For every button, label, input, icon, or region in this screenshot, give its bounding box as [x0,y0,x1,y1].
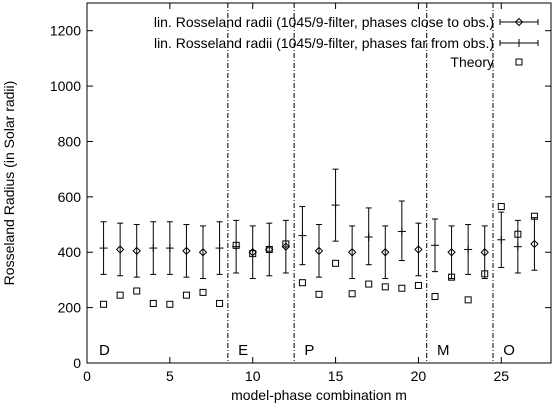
errorbar-series-1 [415,222,422,277]
y-axis-label: Rosseland Radius (in Solar radii) [1,81,17,286]
data-point-series-3 [282,240,290,248]
legend-entry-label: lin. Rosseland radii (1045/9-filter, pha… [154,14,494,30]
data-point-series-3 [464,296,472,304]
group-label: P [304,342,314,359]
legend-marker [514,17,524,27]
data-point-series-1 [198,248,208,257]
errorbar-series-1 [249,225,256,280]
errorbar-series-1 [117,222,124,277]
data-point-series-1 [381,248,390,257]
data-point-series-2 [431,241,439,250]
data-point-series-2 [149,244,158,253]
group-label: D [99,342,110,359]
y-tick-label: 1200 [50,23,81,39]
group-label: E [238,342,248,359]
data-point-series-3 [116,291,124,299]
errorbar-series-1 [531,217,538,271]
y-tick-label: 200 [58,300,82,316]
data-point-series-3 [149,299,157,307]
y-tick-label: 800 [58,133,82,149]
data-point-series-3 [348,290,356,298]
point-layer [99,201,539,308]
data-point-series-3 [216,299,224,307]
errorbar-series-1 [200,225,206,280]
y-tick-label: 600 [58,189,82,205]
legend-entry-label: lin. Rosseland radii (1045/9-filter, pha… [154,35,494,51]
group-label: M [437,342,450,359]
data-point-series-3 [182,291,190,299]
data-point-series-3 [431,293,439,301]
errorbar-series-1 [448,225,455,280]
data-point-series-3 [448,273,456,281]
tick-layer: 0 200 400 600 800 1000 1200 0 5 10 15 20 25 [50,3,551,384]
data-point-series-3 [530,212,538,220]
errorbar-series-1 [316,224,322,278]
legend: lin. Rosseland radii (1045/9-filter, pha… [154,14,539,70]
legend-entry-label: Theory [450,54,494,70]
data-point-series-1 [480,248,489,257]
data-point-series-2 [165,244,174,253]
data-point-series-2 [397,227,406,236]
y-tick-label: 400 [58,244,82,260]
data-point-series-3 [133,287,141,295]
data-point-series-3 [497,203,505,211]
data-point-series-3 [100,300,108,308]
data-point-series-1 [414,245,423,254]
data-point-series-1 [447,248,456,257]
data-point-series-2 [364,233,373,241]
x-tick-label: 0 [83,368,91,384]
data-point-series-2 [464,245,473,254]
data-point-series-3 [232,241,240,249]
data-point-series-3 [166,300,174,308]
data-point-series-1 [530,239,539,249]
data-point-series-1 [314,246,324,256]
y-tick-label: 0 [73,355,81,371]
group-label: O [503,342,515,359]
data-point-series-3 [381,283,389,291]
data-point-series-1 [182,246,191,256]
data-point-series-3 [398,284,406,292]
plot-frame [86,2,552,364]
data-point-series-3 [481,270,489,278]
data-point-series-3 [265,245,273,253]
data-point-series-1 [132,246,141,256]
legend-marker [515,39,523,47]
separator-layer [227,3,494,363]
data-point-series-3 [298,279,306,287]
data-point-series-2 [298,231,307,240]
data-point-series-3 [332,259,340,267]
data-point-series-3 [414,281,422,289]
data-point-series-1 [347,248,357,257]
data-point-series-2 [513,242,522,251]
data-point-series-3 [315,290,323,298]
errorbar-series-1 [349,225,356,280]
data-point-series-3 [365,280,373,288]
errorbar-series-1 [183,224,190,278]
data-point-series-2 [99,244,108,253]
x-tick-label: 25 [493,368,509,384]
data-point-series-2 [497,235,506,244]
data-point-series-2 [215,244,224,253]
x-tick-label: 20 [411,368,427,384]
data-point-series-3 [199,288,207,296]
x-tick-label: 10 [245,368,261,384]
errorbar-layer [100,168,538,280]
legend-marker [515,58,523,66]
x-tick-label: 15 [328,368,344,384]
data-point-series-3 [249,250,257,258]
data-point-series-2 [331,201,340,210]
data-point-series-3 [514,230,522,238]
data-point-series-1 [281,242,291,251]
errorbar-series-1 [133,224,140,278]
x-tick-label: 5 [166,368,174,384]
errorbar-series-1 [266,222,273,277]
data-point-series-1 [115,245,125,254]
y-tick-label: 1000 [50,78,81,94]
errorbar-series-1 [382,225,389,280]
x-axis-label: model-phase combination m [231,387,407,403]
errorbar-series-1 [481,225,488,280]
